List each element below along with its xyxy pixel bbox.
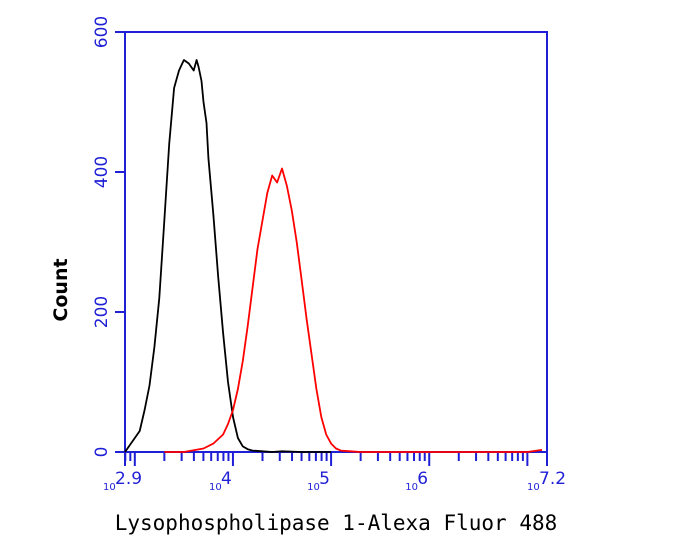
series-line-2	[164, 167, 543, 453]
x-tick-exponent: 6	[417, 469, 428, 489]
y-tick-label: 600	[92, 16, 112, 48]
x-tick-exponent: 4	[221, 469, 232, 489]
x-tick-label: 10 6	[405, 469, 428, 493]
x-tick-label: 10 7.2	[527, 469, 566, 493]
series-line-1	[124, 59, 332, 453]
x-tick-base: 10	[527, 482, 540, 493]
x-tick-label: 10 5	[307, 469, 330, 493]
x-tick-label: 10 4	[209, 469, 232, 493]
y-tick-label: 200	[92, 296, 112, 328]
y-axis-ticks: 0 200 400 600	[92, 16, 125, 458]
x-tick-base: 10	[209, 482, 222, 493]
y-axis-title: Count	[50, 258, 72, 321]
x-axis-title: Lysophospholipase 1-Alexa Fluor 488	[115, 511, 558, 535]
x-tick-label: 10 2.9	[103, 469, 142, 493]
plot-frame	[124, 31, 548, 453]
x-tick-base: 10	[307, 482, 320, 493]
x-tick-exponent: 7.2	[539, 469, 566, 489]
x-axis-ticks: 10 2.9 10 4 10 5 10 6 10 7.2	[103, 452, 566, 493]
series-layer	[124, 59, 543, 453]
y-tick-label: 400	[92, 156, 112, 188]
x-tick-base: 10	[405, 482, 418, 493]
x-tick-exponent: 5	[319, 469, 330, 489]
x-tick-exponent: 2.9	[115, 469, 142, 489]
y-tick-label: 0	[92, 447, 112, 458]
x-tick-base: 10	[103, 482, 116, 493]
